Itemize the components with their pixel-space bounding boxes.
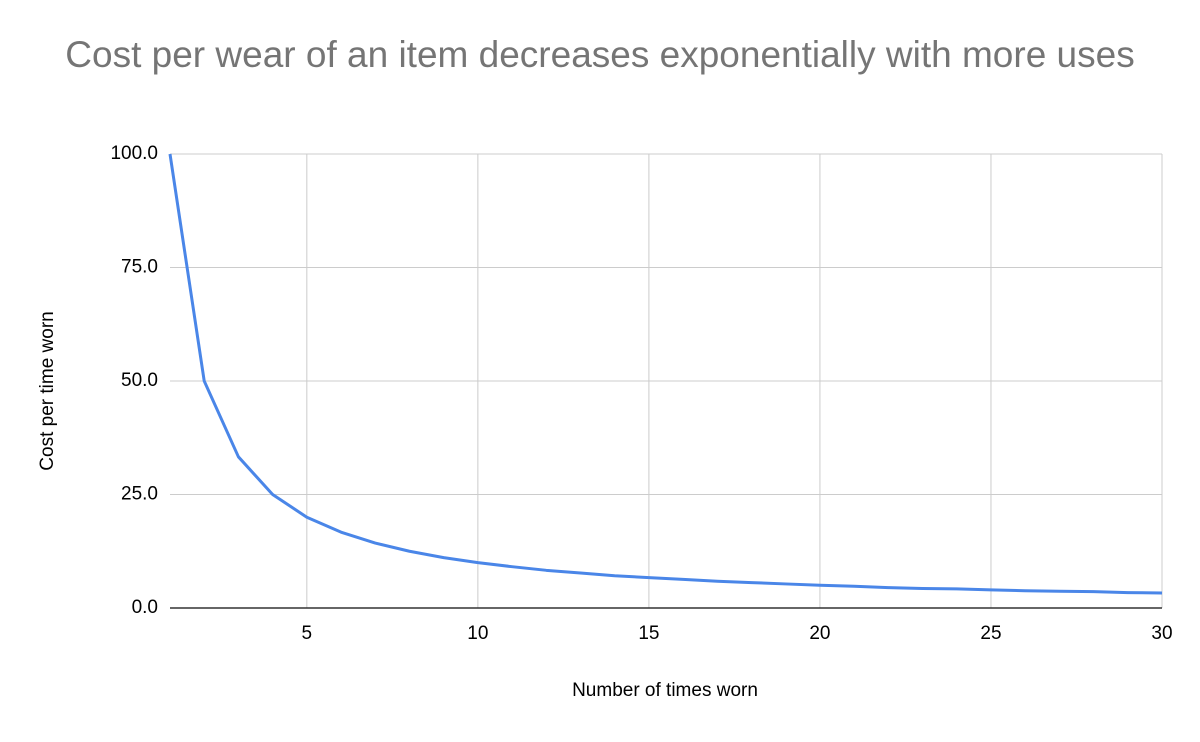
y-tick-label: 25.0	[121, 484, 158, 505]
x-tick-label: 5	[302, 623, 313, 644]
y-tick-label: 100.0	[110, 143, 158, 164]
x-tick-label: 10	[467, 623, 488, 644]
x-tick-label: 25	[980, 623, 1001, 644]
y-tick-label: 75.0	[121, 257, 158, 278]
x-tick-label: 15	[638, 623, 659, 644]
x-tick-label: 30	[1151, 623, 1172, 644]
x-tick-label: 20	[809, 623, 830, 644]
y-axis-label: Cost per time worn	[37, 311, 58, 470]
y-tick-label: 0.0	[132, 597, 158, 618]
chart-title: Cost per wear of an item decreases expon…	[65, 34, 1135, 75]
data-line	[168, 153, 1163, 595]
y-tick-label: 50.0	[121, 370, 158, 391]
x-axis-label: Number of times worn	[572, 680, 758, 701]
